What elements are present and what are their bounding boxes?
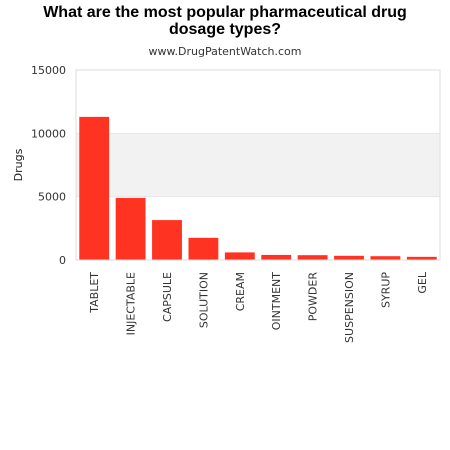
bar-suspension (334, 255, 364, 260)
bar-capsule (152, 220, 182, 260)
bar-injectable (115, 197, 146, 260)
x-category-label: INJECTABLE (125, 272, 138, 335)
chart-title: What are the most popular pharmaceutical… (0, 4, 450, 38)
bar-syrup (370, 256, 401, 260)
bar-gel (406, 256, 437, 260)
bar-ointment (261, 254, 292, 260)
x-axis-labels: TABLET INJECTABLE CAPSULE SOLUTION CREAM OINT… (88, 271, 429, 343)
x-category-label: OINTMENT (270, 272, 283, 331)
bars (79, 116, 437, 260)
y-tick-label: 5000 (38, 191, 66, 204)
bar-powder (297, 255, 328, 260)
y-tick-label: 15000 (31, 64, 66, 77)
bar-cream (224, 252, 255, 260)
bar-solution (188, 237, 219, 260)
x-category-label: CAPSULE (161, 272, 174, 322)
x-category-label: POWDER (307, 272, 320, 322)
y-axis-label: Drugs (12, 148, 25, 181)
bar-tablet (79, 116, 110, 260)
plot-frame (75, 69, 441, 261)
y-tick-label: 0 (59, 254, 66, 267)
x-category-label: TABLET (88, 272, 101, 314)
x-category-label: SUSPENSION (343, 272, 356, 343)
x-category-label: SYRUP (379, 272, 392, 308)
chart-subtitle: www.DrugPatentWatch.com (148, 45, 302, 58)
chart-title-line-2: dosage types? (168, 21, 282, 38)
y-axis-ticks: 0 5000 10000 15000 (31, 64, 66, 267)
y-tick-label: 10000 (31, 127, 66, 140)
x-category-label: GEL (416, 271, 429, 293)
chart-title-line-1: What are the most popular pharmaceutical… (43, 4, 407, 21)
x-category-label: SOLUTION (197, 272, 210, 328)
x-category-label: CREAM (234, 272, 247, 311)
alternating-grid-band (76, 133, 440, 197)
